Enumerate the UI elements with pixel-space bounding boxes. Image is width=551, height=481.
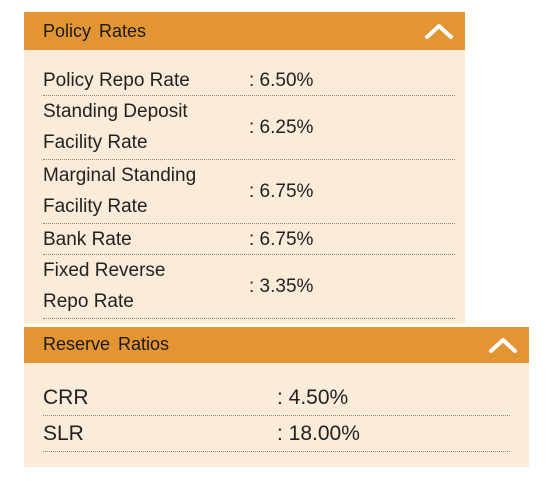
ratio-label: SLR [43, 422, 84, 445]
reserve-ratios-panel: Reserve Ratios CRR : 4.50% SLR : 18.00% [24, 327, 529, 467]
crr-row: CRR : 4.50% [43, 380, 510, 416]
policy-rates-title: Policy Rates [43, 21, 147, 41]
slr-row: SLR : 18.00% [43, 416, 510, 452]
policy-rates-panel: Policy Rates Policy Repo Rate : 6.50% St… [24, 12, 465, 324]
rate-label: Fixed Reverse Repo Rate [43, 260, 166, 312]
rate-value: : 6.75% [249, 229, 314, 250]
rate-label: Policy Repo Rate [43, 70, 190, 91]
bank-rate-row: Bank Rate : 6.75% [43, 224, 455, 255]
marginal-standing-facility-rate-row: Marginal Standing Facility Rate : 6.75% [43, 160, 455, 224]
ratio-value: : 4.50% [277, 386, 349, 409]
ratio-label: CRR [43, 386, 89, 409]
ratio-value: : 18.00% [277, 422, 360, 445]
rate-value: : 3.35% [249, 276, 314, 297]
fixed-reverse-repo-rate-row: Fixed Reverse Repo Rate : 3.35% [43, 255, 455, 319]
rate-value: : 6.50% [249, 70, 314, 91]
rate-label: Marginal Standing Facility Rate [43, 165, 197, 217]
reserve-ratios-list: CRR : 4.50% SLR : 18.00% [43, 380, 510, 452]
standing-deposit-facility-rate-row: Standing Deposit Facility Rate : 6.25% [43, 96, 455, 160]
chevron-up-icon[interactable] [423, 12, 455, 50]
reserve-ratios-header[interactable]: Reserve Ratios [24, 327, 529, 363]
policy-rates-list: Policy Repo Rate : 6.50% Standing Deposi… [43, 65, 455, 319]
chevron-up-icon[interactable] [487, 327, 519, 363]
rate-label: Standing Deposit Facility Rate [43, 101, 188, 153]
rate-label: Bank Rate [43, 229, 132, 250]
reserve-ratios-title: Reserve Ratios [43, 334, 170, 354]
rate-value: : 6.25% [249, 117, 314, 138]
policy-repo-rate-row: Policy Repo Rate : 6.50% [43, 65, 455, 96]
rate-value: : 6.75% [249, 181, 314, 202]
policy-rates-header[interactable]: Policy Rates [24, 12, 465, 50]
